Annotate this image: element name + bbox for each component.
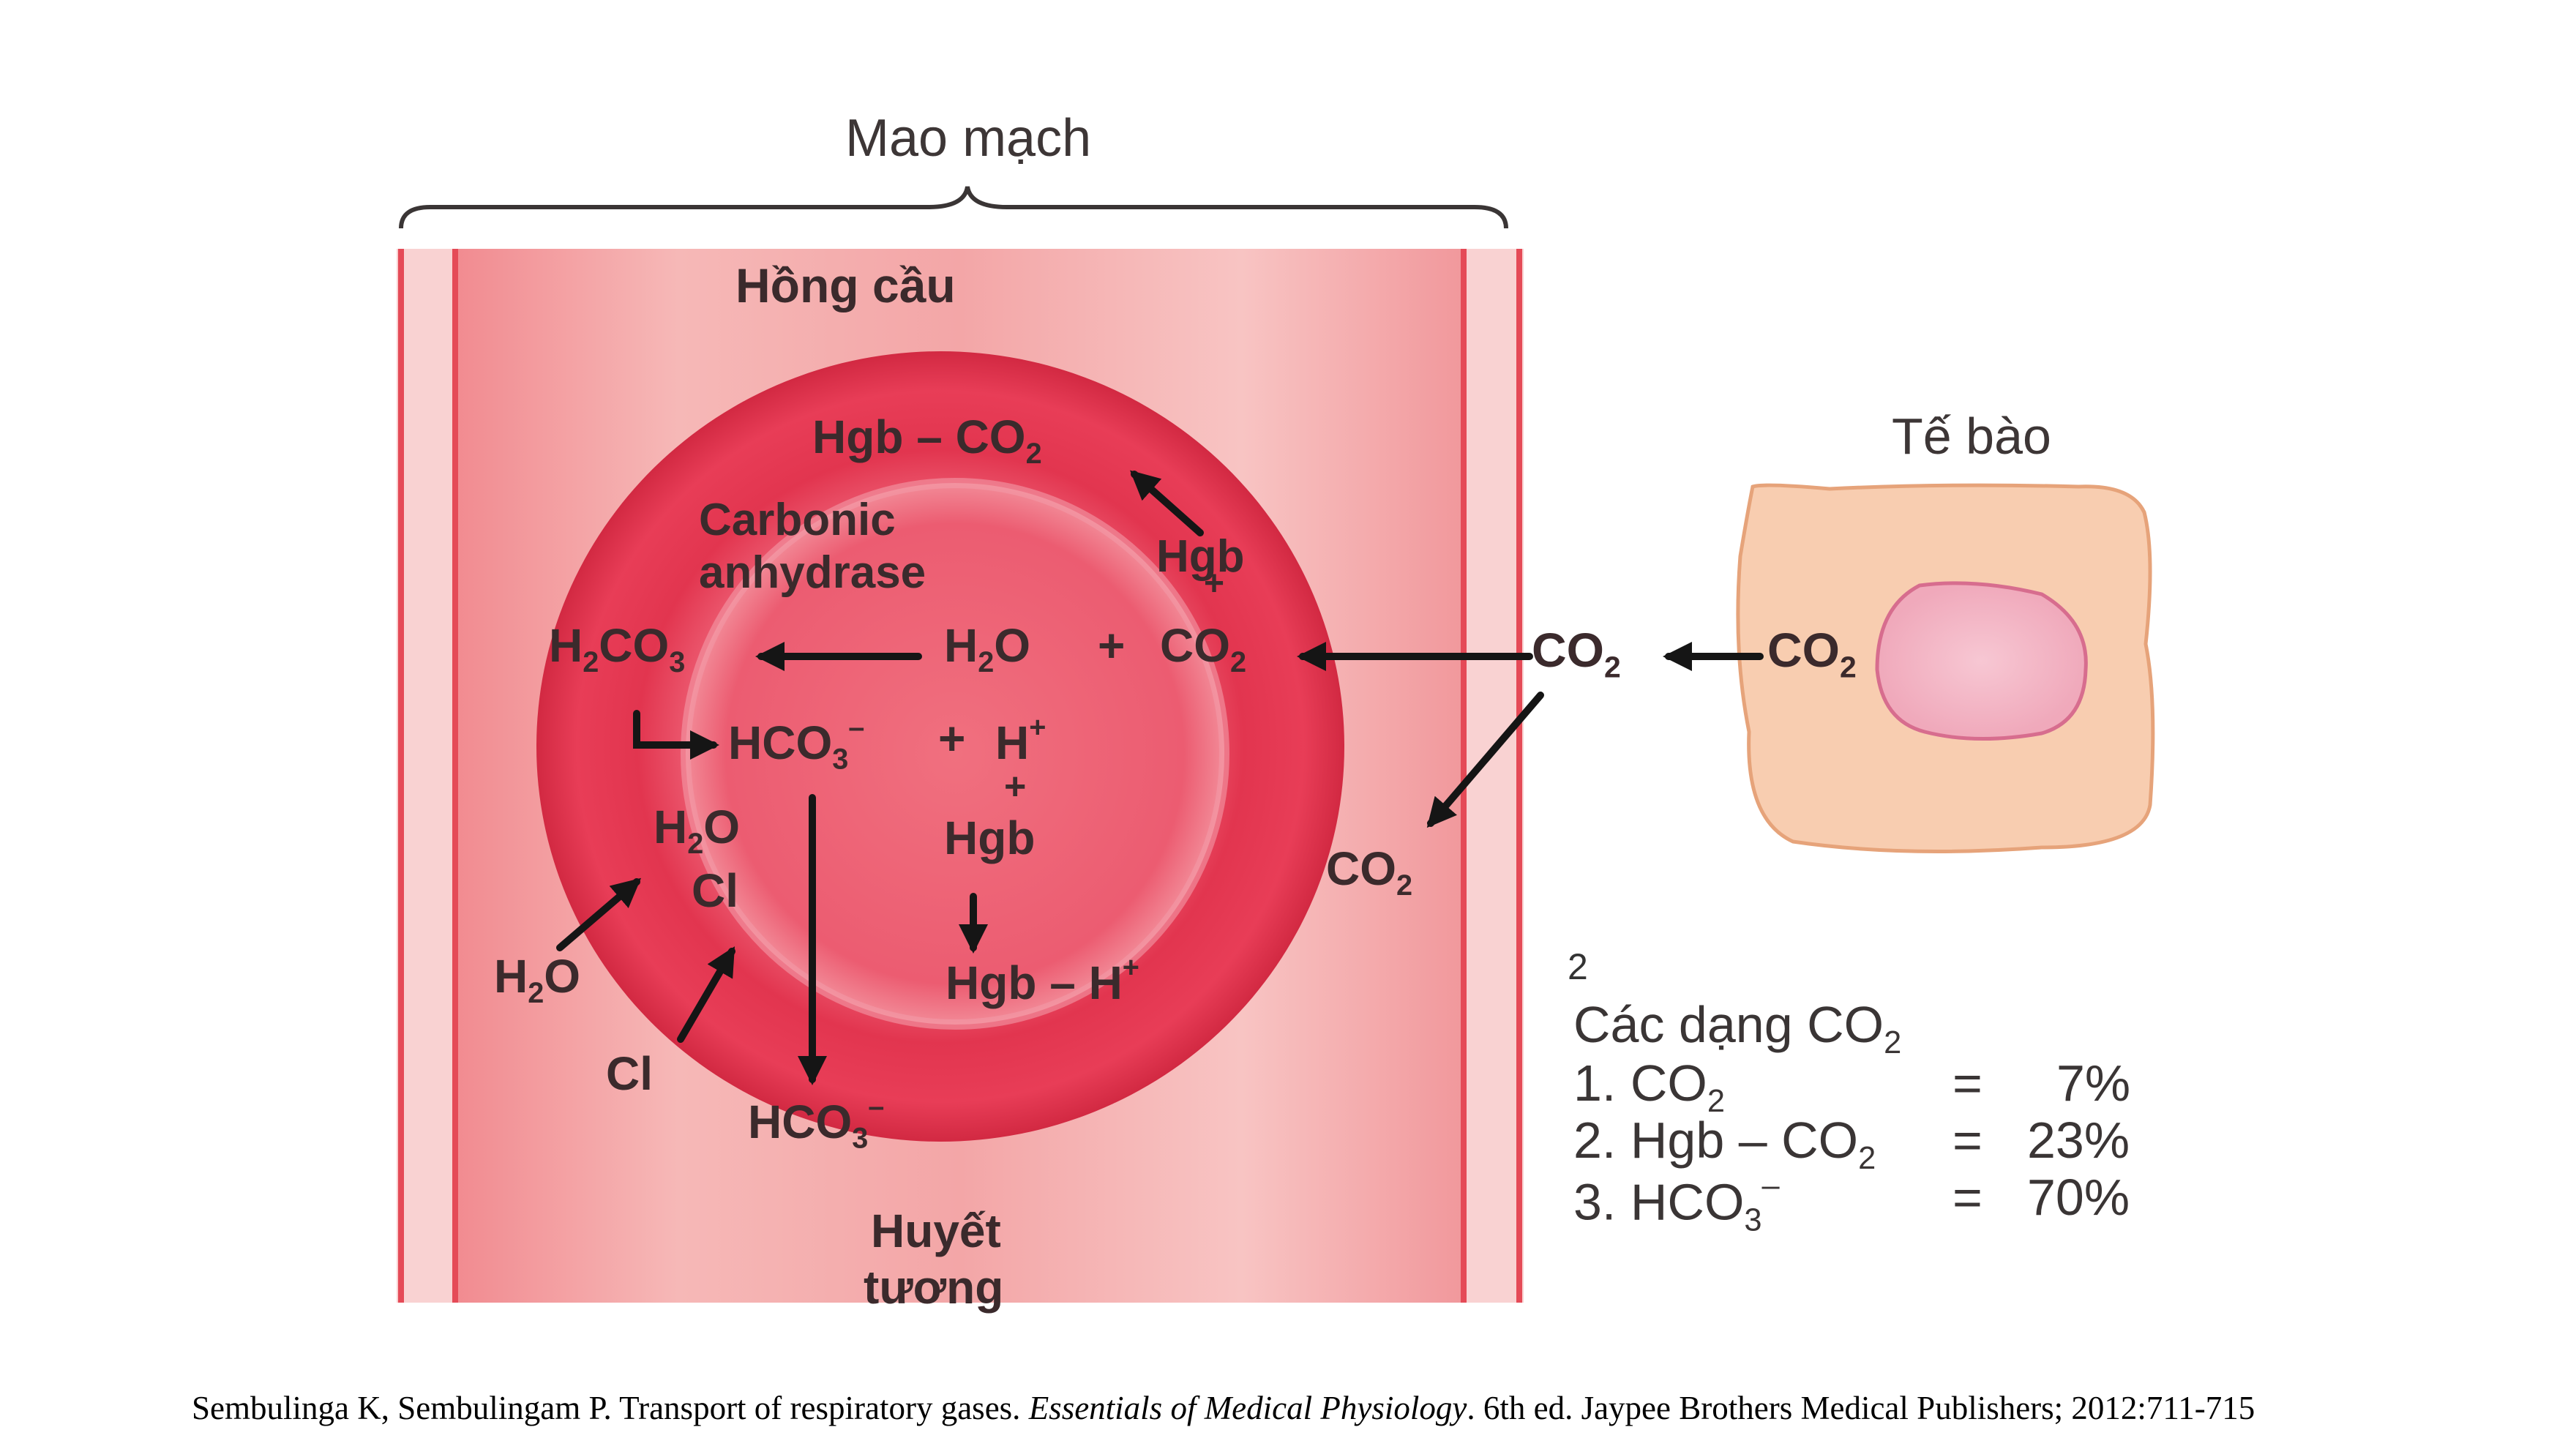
h2co3-formula: H2CO3	[549, 619, 686, 678]
hgb-formula: Hgb	[1156, 531, 1245, 582]
co2-form-value: 7%	[2056, 1055, 2131, 1112]
cl-formula-inside: Cl	[692, 864, 738, 917]
co2-forms-title: Các dạng CO2	[1573, 996, 1902, 1061]
tissue-cell-label: Tế bào	[1892, 408, 2051, 465]
plus-sign-hgb2: +	[1004, 765, 1027, 808]
hco3-formula: HCO3–	[728, 711, 865, 776]
hgb-formula-2: Hgb	[944, 812, 1036, 864]
co2-form-item: 3. HCO3–	[1573, 1168, 1780, 1238]
hco3-formula-plasma: HCO3–	[748, 1090, 885, 1155]
arrow-cl-in	[677, 946, 735, 1043]
h2o-formula-plasma: H2O	[494, 950, 581, 1009]
co2-in-cell: CO2	[1160, 619, 1247, 678]
co2-form-eq: =	[1952, 1112, 1982, 1169]
co2-form-value: 23%	[2027, 1112, 2130, 1169]
h2o-formula-inside: H2O	[654, 801, 741, 860]
co2-form-eq: =	[1952, 1169, 1982, 1226]
plus-sign-h: +	[938, 712, 966, 765]
cl-formula-plasma: Cl	[606, 1047, 653, 1100]
carbonic-anhydrase-label: Carbonic anhydrase	[699, 495, 926, 598]
h2o-formula: H2O	[944, 619, 1031, 678]
co2-tissue: CO2	[1767, 623, 1857, 684]
h-ion-formula: H+	[995, 711, 1046, 769]
note-number: 2	[1568, 946, 1588, 987]
co2-form-eq: =	[1952, 1055, 1982, 1112]
hgb-co2-formula: Hgb – CO2	[812, 411, 1042, 470]
red-blood-cell	[536, 351, 1344, 1142]
arrow-co2-dissolved	[1426, 692, 1544, 828]
reaction-arrows	[556, 470, 1764, 1085]
arrow-h2co3-to-hco3	[633, 710, 719, 760]
co2-dissolved-formula: CO2	[1326, 842, 1413, 902]
tissue-cell	[1736, 483, 2155, 853]
plasma-label-line2: tương	[864, 1261, 1004, 1314]
capillary-label: Mao mạch	[845, 109, 1092, 168]
hgb-h-formula: Hgb – H+	[946, 951, 1139, 1009]
plus-sign-hgb: +	[1204, 564, 1225, 603]
co2-form-item: 1. CO2	[1573, 1055, 1725, 1120]
red-cell-label: Hồng cầu	[735, 258, 956, 312]
co2-capillary-edge: CO2	[1532, 623, 1621, 684]
plus-sign: +	[1098, 619, 1126, 672]
co2-form-item: 2. Hgb – CO2	[1573, 1112, 1876, 1177]
arrow-h2o-in	[556, 877, 642, 951]
plasma-label-line1: Huyết	[871, 1205, 1001, 1257]
arrow-hgb-to-hgbco2	[1130, 470, 1204, 536]
co2-form-value: 70%	[2027, 1169, 2130, 1226]
citation: Sembulinga K, Sembulingam P. Transport o…	[192, 1390, 2255, 1426]
capillary-brace	[399, 186, 1508, 229]
